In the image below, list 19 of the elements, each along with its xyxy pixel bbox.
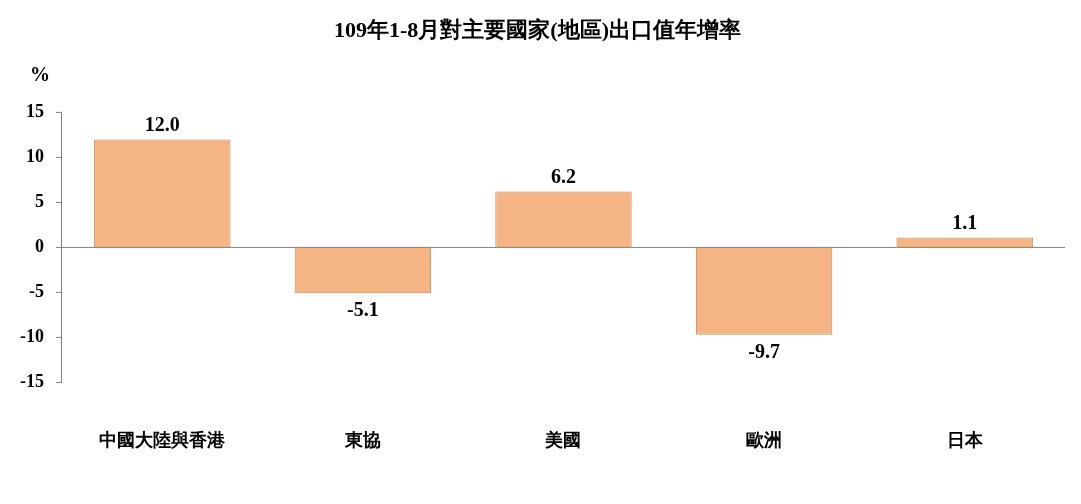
data-label: 1.1 — [952, 210, 978, 233]
y-tick-label: 5 — [34, 191, 44, 212]
x-tick-label: 歐洲 — [746, 429, 783, 450]
data-label: 12.0 — [144, 112, 180, 135]
y-tick-label: -10 — [19, 326, 44, 347]
chart-title: 109年1-8月對主要國家(地區)出口值年增率 — [334, 16, 741, 42]
y-tick-label: 15 — [25, 101, 44, 122]
y-axis-title: % — [30, 63, 50, 86]
y-tick-label: 0 — [34, 236, 44, 257]
x-tick-label: 美國 — [544, 429, 582, 450]
x-tick-label: 日本 — [946, 429, 984, 450]
data-label: -9.7 — [748, 339, 780, 362]
y-tick-label: -5 — [28, 281, 44, 302]
y-tick-label: -15 — [19, 371, 44, 392]
data-label: -5.1 — [347, 298, 379, 321]
data-label: 6.2 — [551, 164, 576, 187]
y-tick-label: 10 — [25, 146, 44, 167]
x-tick-label: 東協 — [343, 429, 381, 450]
x-tick-label: 中國大陸與香港 — [99, 429, 227, 450]
